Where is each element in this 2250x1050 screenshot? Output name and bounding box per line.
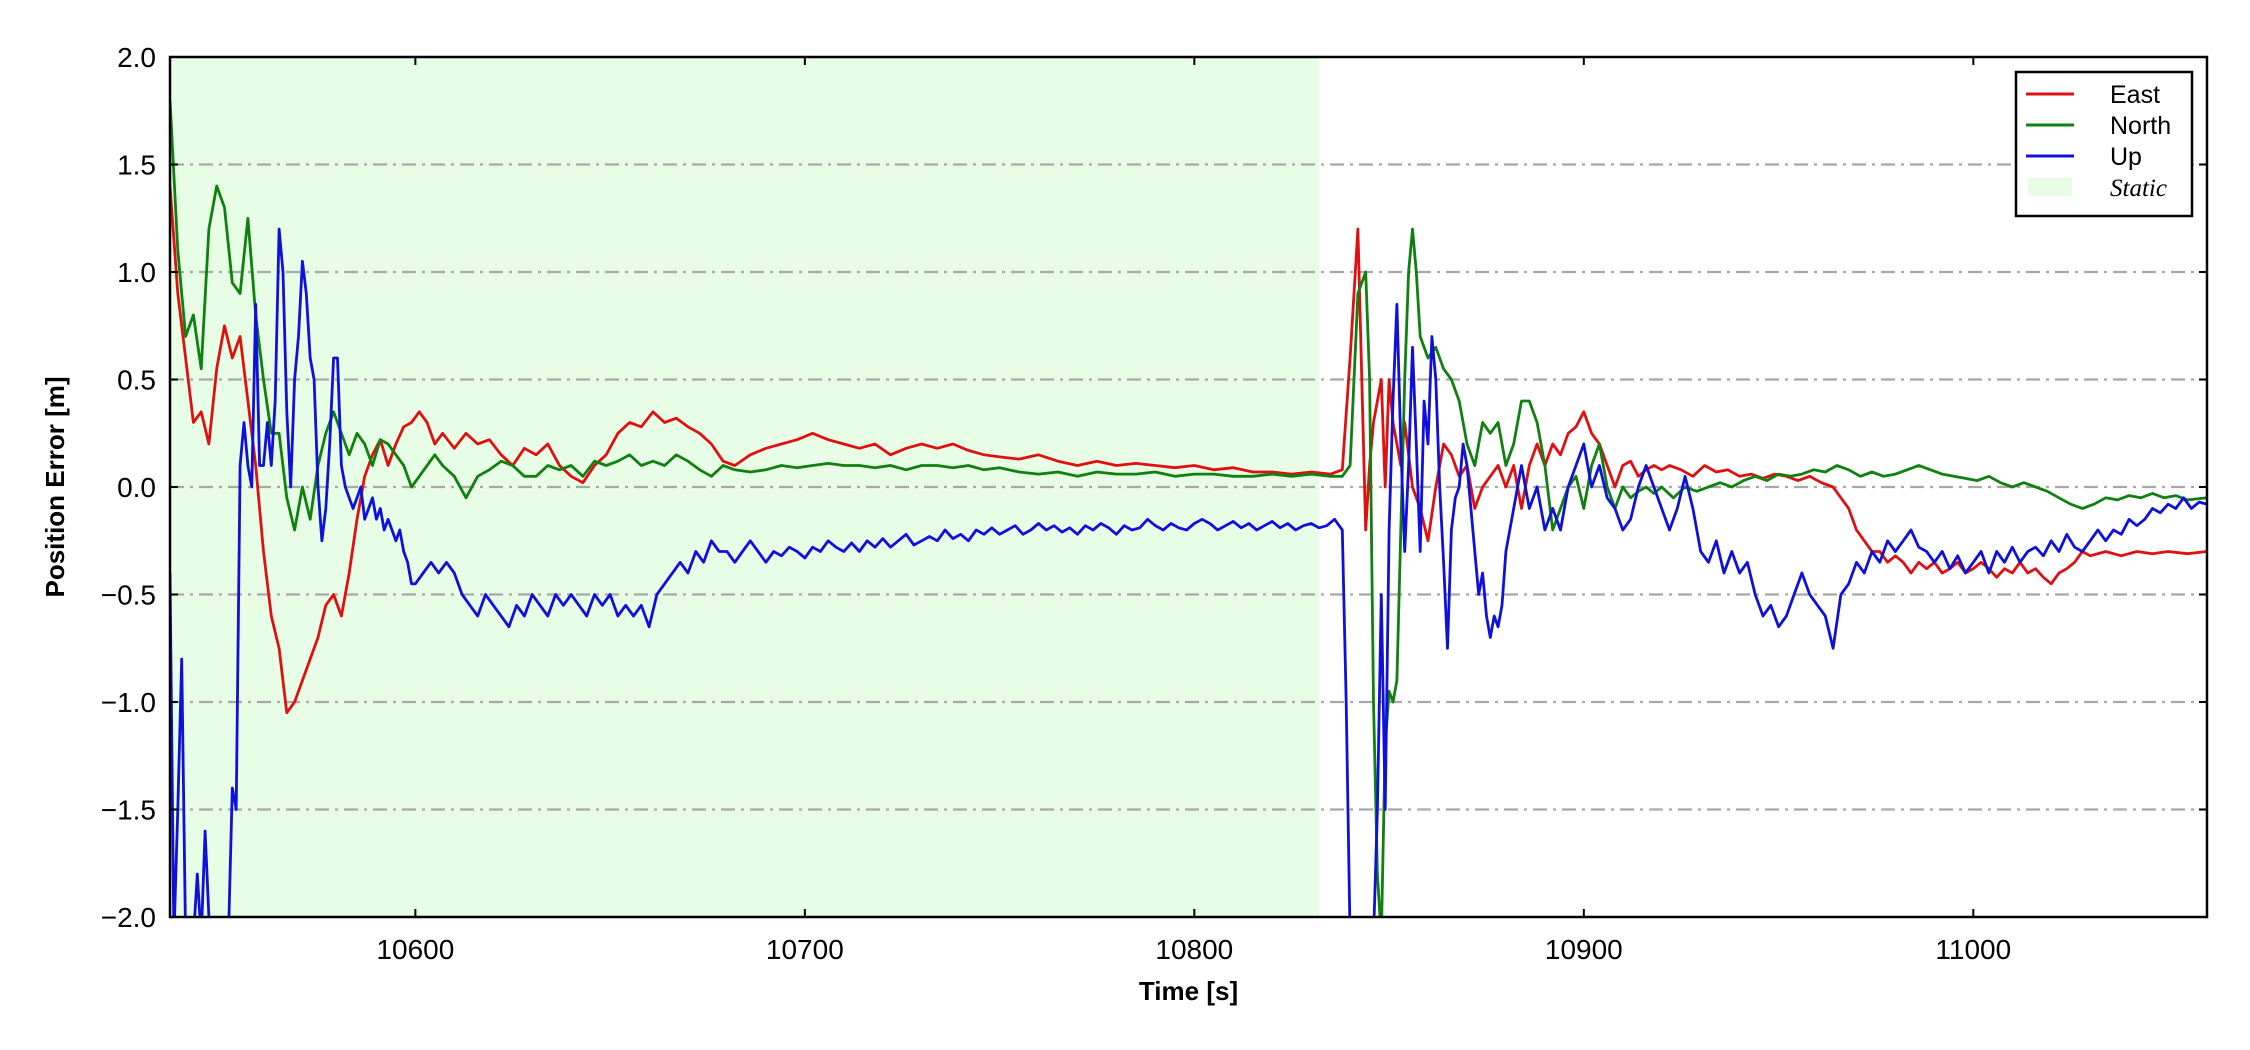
x-tick-label: 11000	[1935, 934, 2011, 965]
legend-label-up: Up	[2110, 143, 2142, 171]
y-tick-label: −2.0	[101, 902, 156, 933]
x-tick-label: 10900	[1545, 934, 1623, 965]
gridlines	[170, 163, 2207, 811]
y-tick-label: 2.0	[117, 42, 156, 73]
y-tick-label: 1.5	[117, 150, 156, 181]
y-axis-label: Position Error [m]	[40, 376, 70, 597]
y-tick-label: 0.5	[117, 365, 156, 396]
series-line-up	[170, 227, 2207, 917]
x-tick-label: 10800	[1155, 934, 1233, 965]
series-lines	[170, 99, 2207, 917]
legend-label-north: North	[2110, 112, 2171, 140]
x-tick-label: 10600	[376, 934, 454, 965]
x-axis-label: Time [s]	[1139, 976, 1238, 1006]
y-tick-label: 1.0	[117, 257, 156, 288]
static-region-layer	[170, 57, 1319, 917]
y-tick-label: −1.5	[101, 795, 156, 826]
legend-label-east: East	[2110, 81, 2160, 109]
axis-ticks: 10600 10700 10800 10900 11000 −2.0 −1.5 −1.0 −0.…	[101, 42, 2207, 965]
x-tick-label: 10700	[766, 934, 844, 965]
legend-label-static: Static	[2110, 175, 2167, 202]
series-line-east	[170, 185, 2207, 715]
y-tick-label: −0.5	[101, 580, 156, 611]
legend: East North Up Static	[2014, 70, 2194, 218]
legend-swatch-static	[2028, 178, 2072, 196]
y-tick-label: −1.0	[101, 687, 156, 718]
y-tick-label: 0.0	[117, 472, 156, 503]
static-region	[170, 57, 1319, 917]
series-line-north	[170, 99, 2207, 917]
